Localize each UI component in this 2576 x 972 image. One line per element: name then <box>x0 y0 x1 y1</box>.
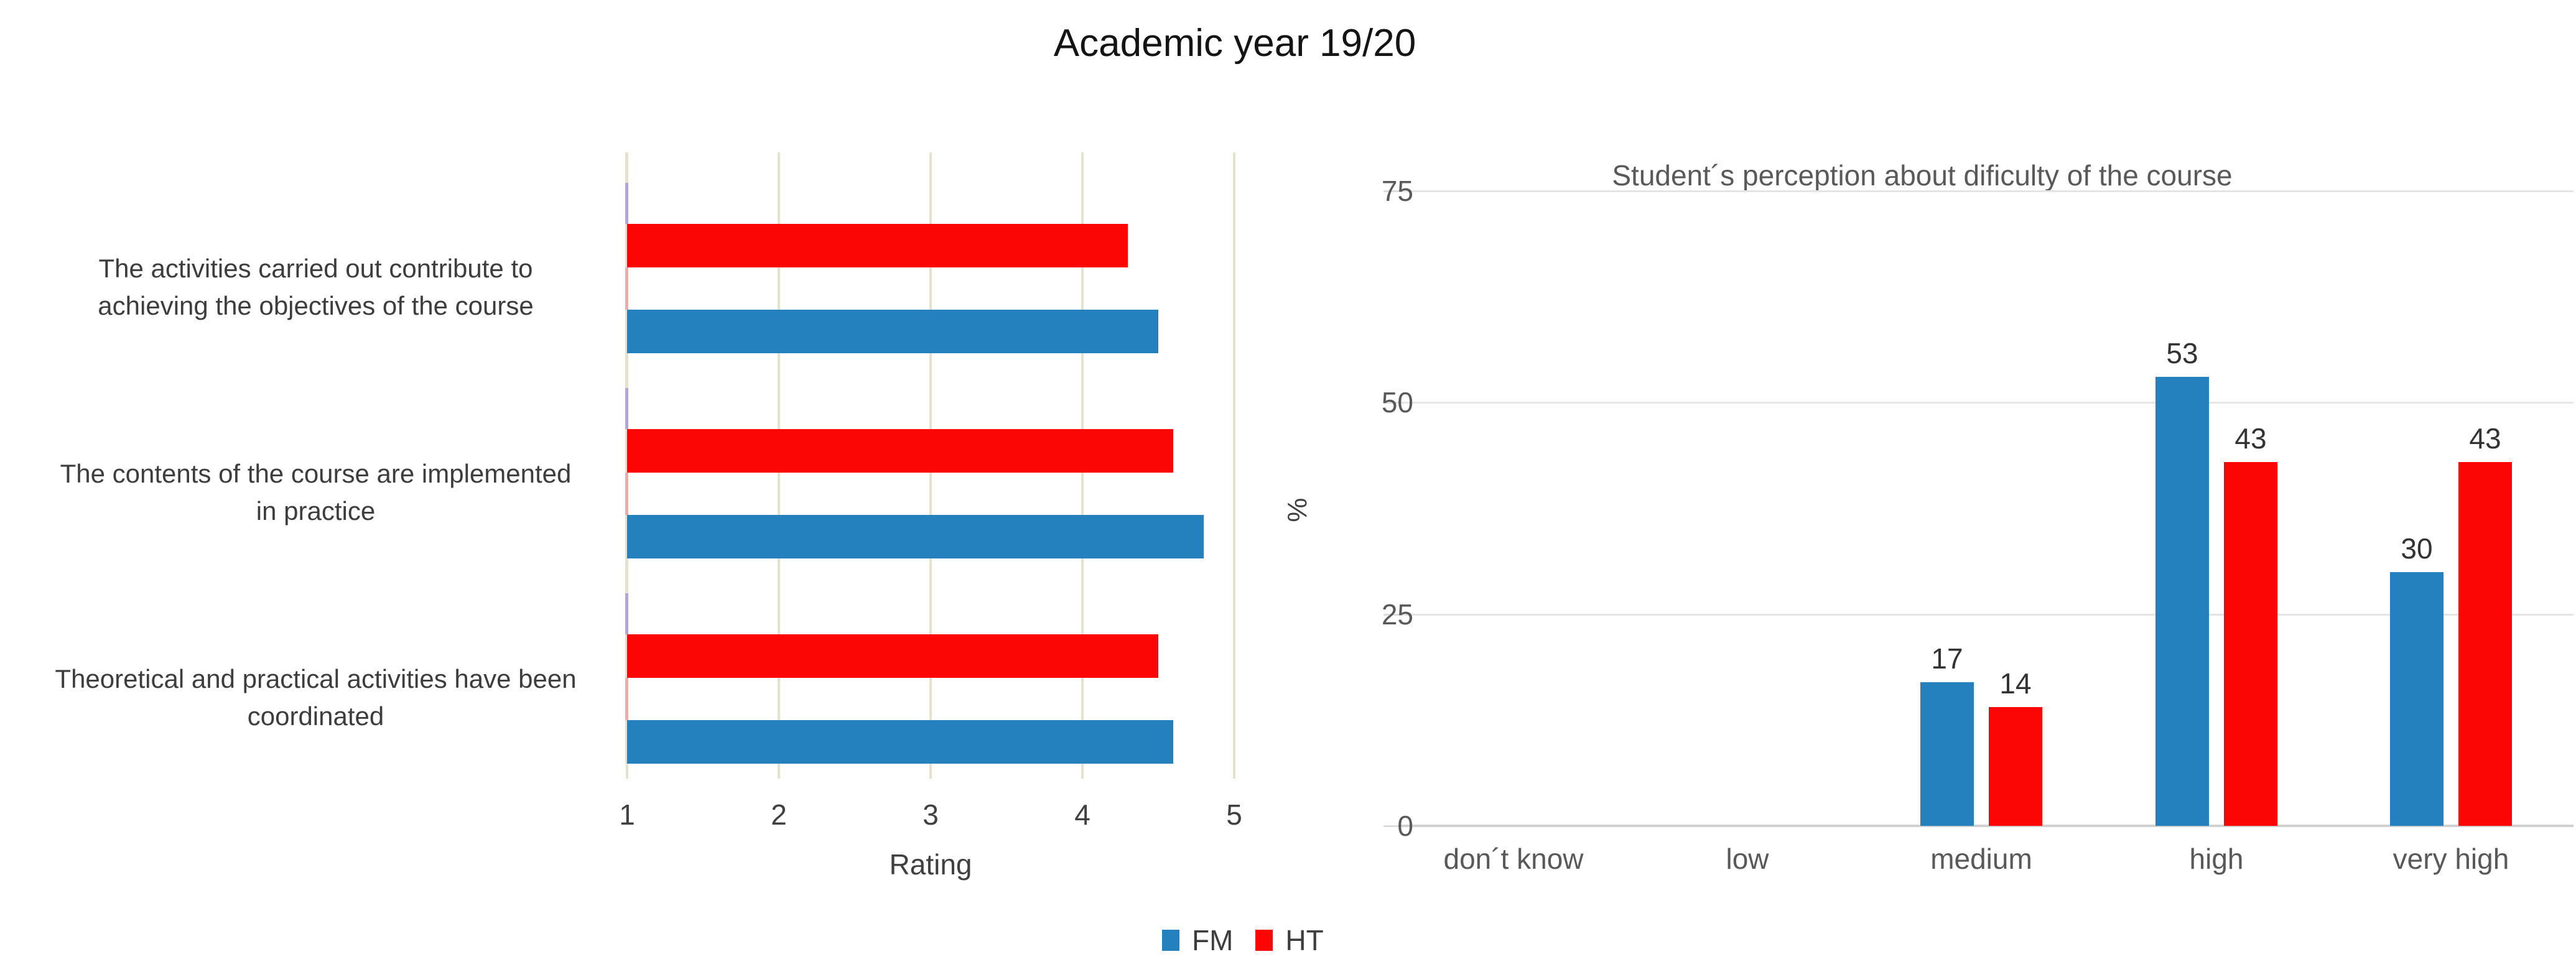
axis-tick-mark <box>1383 825 1401 827</box>
category-label: high <box>2189 843 2244 875</box>
y-tick-label: 75 <box>1381 175 1413 207</box>
bar-ht <box>627 634 1158 678</box>
category-label: very high <box>2392 843 2509 875</box>
y-tick-label: 25 <box>1381 598 1413 631</box>
bar-fm <box>1920 682 1974 826</box>
axis-tick-mark <box>778 764 780 779</box>
x-tick-label: 2 <box>771 798 787 831</box>
bar-value-label: 14 <box>1999 667 2032 700</box>
category-label-line: coordinated <box>247 701 384 731</box>
ratings-chart: 1 2 3 4 5 The activities carried out contribu… <box>9 152 1242 831</box>
category-label: low <box>1726 843 1769 875</box>
category-label: The contents of the course are implement… <box>9 455 622 532</box>
bar-ht <box>627 429 1173 473</box>
bar-ht <box>1989 707 2042 826</box>
legend-item-fm: FM <box>1162 924 1233 956</box>
axis-accent-lavender <box>625 183 628 224</box>
bar-value-label: 53 <box>2166 337 2198 369</box>
category-axis-line <box>625 152 628 764</box>
figure-title: Academic year 19/20 <box>1053 22 1416 65</box>
gridline <box>1401 614 2574 616</box>
axis-accent-pink <box>625 678 628 720</box>
axis-accent-lavender <box>625 593 628 634</box>
x-tick-label: 4 <box>1074 798 1090 831</box>
category-label: medium <box>1930 843 2032 875</box>
bar-fm <box>627 515 1204 558</box>
axis-tick-mark <box>1081 764 1084 779</box>
category-label-line: Theoretical and practical activities hav… <box>55 664 577 693</box>
axis-accent-pink <box>625 473 628 515</box>
bar-value-label: 30 <box>2401 532 2433 565</box>
category-label-line: The contents of the course are implement… <box>60 459 572 488</box>
bar-ht <box>627 224 1128 267</box>
percent-axis-title: % <box>1282 498 1313 522</box>
legend-label-fm: FM <box>1192 924 1234 956</box>
y-tick-label: 0 <box>1397 810 1413 842</box>
rating-axis-title: Rating <box>889 848 972 881</box>
axis-tick-mark <box>626 764 628 779</box>
legend-item-ht: HT <box>1255 924 1324 956</box>
axis-accent-pink <box>625 267 628 310</box>
bar-fm <box>2155 377 2209 826</box>
axis-tick-mark <box>1383 614 1401 616</box>
category-label-line: achieving the objectives of the course <box>98 291 534 320</box>
ht-swatch-icon <box>1255 930 1273 951</box>
bar-value-label: 17 <box>1931 642 1963 675</box>
legend: FM HT <box>1162 922 1324 959</box>
y-tick-label: 50 <box>1381 386 1413 419</box>
axis-accent-lavender <box>625 388 628 429</box>
category-label: don´t know <box>1443 843 1584 875</box>
gridline <box>1401 402 2574 404</box>
bar-ht <box>2458 462 2512 826</box>
fm-swatch-icon <box>1162 930 1179 951</box>
category-label-line: The activities carried out contribute to <box>98 254 533 283</box>
x-tick-label: 1 <box>619 798 635 831</box>
bar-fm <box>2390 572 2443 826</box>
bar-ht <box>2224 462 2277 826</box>
x-axis-line <box>1401 825 2574 827</box>
axis-tick-mark <box>929 764 932 779</box>
bar-fm <box>627 720 1173 764</box>
category-label: The activities carried out contribute to… <box>9 250 622 327</box>
category-label-line: in practice <box>256 496 376 525</box>
difficulty-chart-title: Student´s perception about dificulty of … <box>1612 159 2233 192</box>
axis-tick-mark <box>1383 402 1401 404</box>
gridline <box>1233 152 1235 764</box>
gridline <box>1401 190 2574 192</box>
axis-tick-mark <box>1383 190 1401 192</box>
axis-tick-mark <box>1233 764 1235 779</box>
legend-label-ht: HT <box>1285 924 1324 956</box>
bar-value-label: 43 <box>2469 422 2501 455</box>
bar-fm <box>627 310 1158 353</box>
x-tick-label: 3 <box>923 798 939 831</box>
bar-value-label: 43 <box>2234 422 2267 455</box>
category-label: Theoretical and practical activities hav… <box>9 660 622 738</box>
x-tick-label: 5 <box>1226 798 1242 831</box>
